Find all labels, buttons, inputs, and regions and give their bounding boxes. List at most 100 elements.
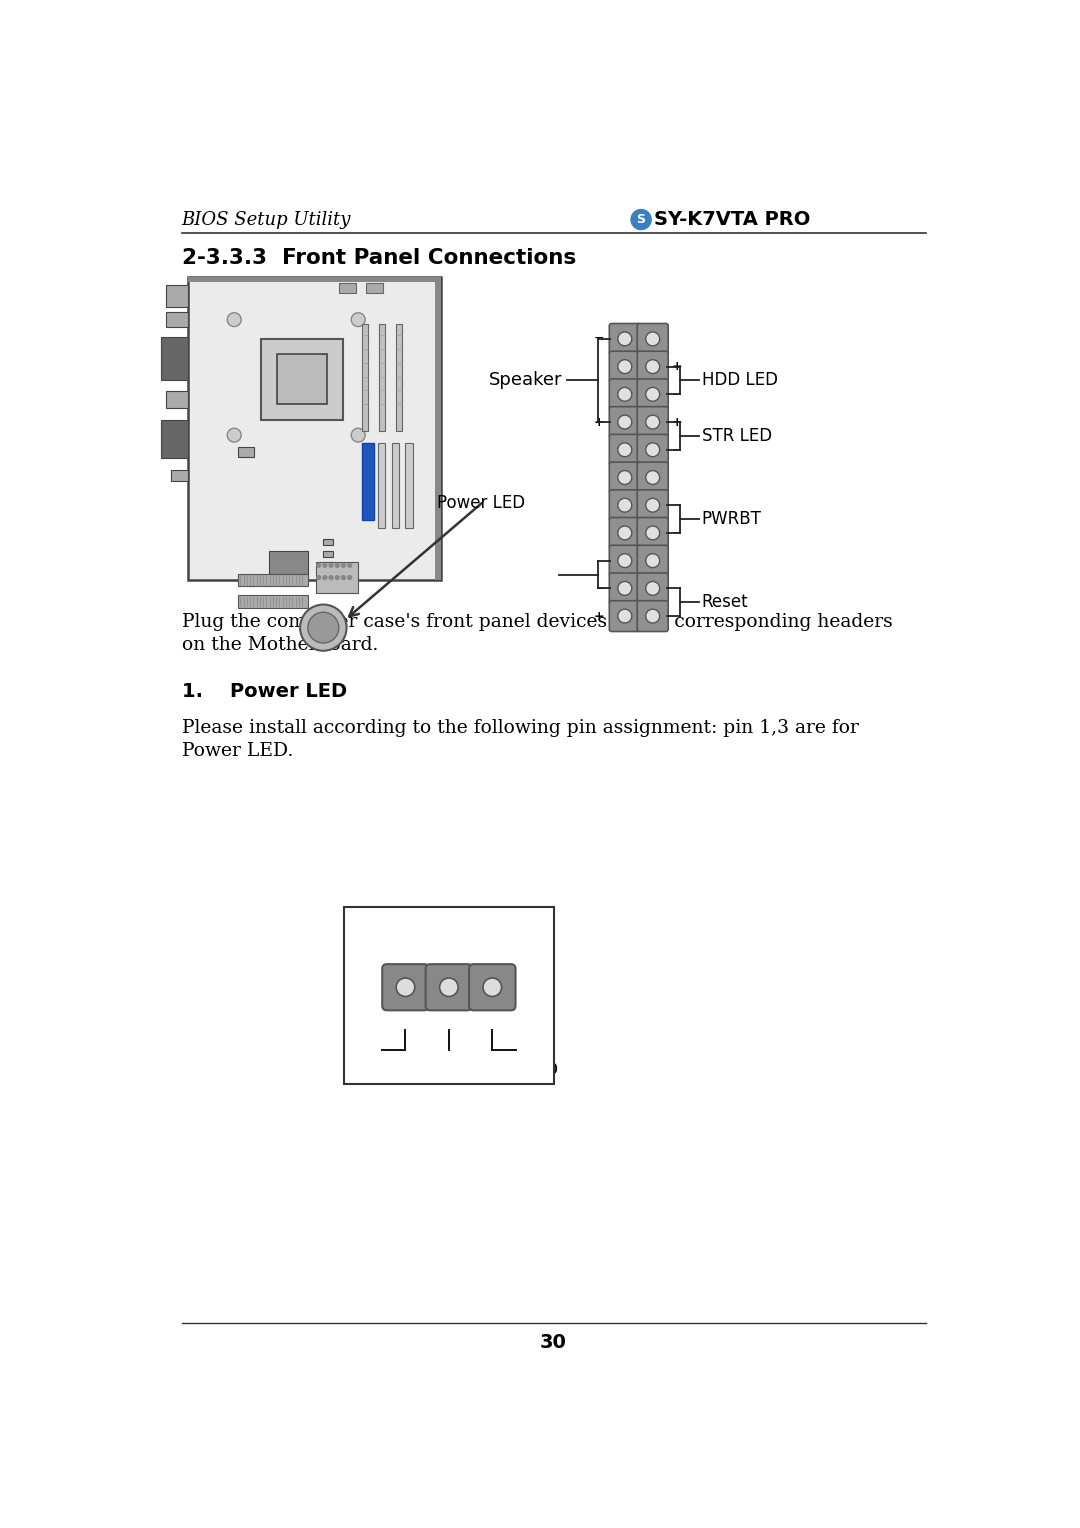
Circle shape — [646, 359, 660, 373]
Circle shape — [348, 576, 352, 579]
Circle shape — [329, 564, 333, 567]
Circle shape — [618, 471, 632, 484]
Circle shape — [618, 553, 632, 567]
Text: Please install according to the following pin assignment: pin 1,3 are for: Please install according to the followin… — [181, 718, 859, 736]
FancyBboxPatch shape — [637, 461, 669, 494]
Bar — [392, 443, 400, 527]
Circle shape — [631, 209, 651, 229]
Bar — [323, 539, 333, 545]
Circle shape — [618, 359, 632, 373]
FancyBboxPatch shape — [382, 964, 429, 1010]
Circle shape — [483, 978, 501, 996]
Circle shape — [341, 576, 346, 579]
Bar — [238, 446, 254, 457]
FancyBboxPatch shape — [637, 518, 669, 549]
Circle shape — [618, 443, 632, 457]
Bar — [166, 286, 188, 307]
Text: HDD LED: HDD LED — [702, 371, 778, 390]
Bar — [161, 420, 188, 458]
FancyBboxPatch shape — [609, 434, 640, 465]
Circle shape — [646, 553, 660, 567]
Circle shape — [646, 388, 660, 402]
FancyBboxPatch shape — [609, 324, 640, 354]
FancyBboxPatch shape — [469, 964, 515, 1010]
Text: +5V: +5V — [341, 1060, 380, 1079]
Text: +: + — [672, 361, 683, 373]
Text: Power LED.: Power LED. — [181, 741, 293, 759]
FancyBboxPatch shape — [637, 545, 669, 576]
Circle shape — [618, 388, 632, 402]
Text: 30: 30 — [540, 1332, 567, 1352]
Circle shape — [227, 313, 241, 327]
Bar — [261, 339, 342, 420]
Bar — [166, 391, 188, 408]
Circle shape — [618, 332, 632, 345]
Circle shape — [351, 313, 365, 327]
Text: STR LED: STR LED — [702, 426, 771, 445]
Circle shape — [440, 978, 458, 996]
FancyBboxPatch shape — [609, 379, 640, 410]
FancyBboxPatch shape — [637, 324, 669, 354]
FancyBboxPatch shape — [609, 490, 640, 521]
Text: BIOS Setup Utility: BIOS Setup Utility — [181, 211, 351, 229]
Text: +: + — [672, 416, 683, 428]
Bar — [339, 284, 356, 293]
FancyBboxPatch shape — [637, 573, 669, 604]
Bar — [405, 443, 414, 527]
Text: –: – — [672, 388, 678, 400]
Text: S: S — [636, 212, 646, 226]
Text: 1.    Power LED: 1. Power LED — [181, 683, 347, 701]
Bar — [362, 443, 374, 520]
Circle shape — [618, 526, 632, 539]
FancyBboxPatch shape — [609, 545, 640, 576]
Text: –: – — [672, 443, 678, 457]
Circle shape — [316, 576, 321, 579]
Circle shape — [300, 605, 347, 651]
FancyBboxPatch shape — [637, 434, 669, 465]
Circle shape — [646, 416, 660, 429]
Bar — [276, 354, 327, 405]
Bar — [345, 908, 554, 1085]
Text: NC: NC — [436, 1060, 462, 1079]
Circle shape — [341, 564, 346, 567]
FancyBboxPatch shape — [609, 406, 640, 437]
Circle shape — [323, 564, 327, 567]
Bar — [435, 277, 441, 581]
Text: +: + — [593, 610, 604, 622]
FancyBboxPatch shape — [609, 601, 640, 631]
FancyBboxPatch shape — [609, 518, 640, 549]
Bar — [323, 550, 333, 556]
Text: GND: GND — [517, 1060, 558, 1079]
Bar — [366, 284, 383, 293]
Text: Speaker: Speaker — [489, 371, 563, 390]
Circle shape — [323, 576, 327, 579]
Text: Power LED: Power LED — [437, 494, 525, 512]
Text: PWRBT: PWRBT — [702, 510, 761, 529]
Text: −: − — [593, 333, 604, 345]
FancyBboxPatch shape — [609, 573, 640, 604]
Text: Plug the computer case's front panel devices to the corresponding headers: Plug the computer case's front panel dev… — [181, 613, 892, 631]
Circle shape — [618, 498, 632, 512]
Text: 2-3.3.3  Front Panel Connections: 2-3.3.3 Front Panel Connections — [181, 248, 576, 267]
Bar — [379, 324, 386, 431]
Circle shape — [316, 564, 321, 567]
Bar — [378, 443, 386, 527]
Text: on the Motherboard.: on the Motherboard. — [181, 636, 378, 654]
Circle shape — [646, 471, 660, 484]
Bar — [396, 324, 403, 431]
Circle shape — [646, 610, 660, 623]
Circle shape — [308, 613, 339, 643]
Circle shape — [329, 576, 333, 579]
FancyBboxPatch shape — [637, 601, 669, 631]
Bar — [188, 277, 441, 581]
Circle shape — [348, 564, 352, 567]
Circle shape — [396, 978, 415, 996]
FancyBboxPatch shape — [637, 351, 669, 382]
Text: −: − — [481, 1007, 504, 1034]
Circle shape — [646, 582, 660, 596]
Text: Power LED: Power LED — [387, 918, 512, 943]
Text: +: + — [593, 416, 604, 428]
Bar — [238, 573, 308, 587]
Circle shape — [618, 582, 632, 596]
Bar — [269, 550, 308, 573]
